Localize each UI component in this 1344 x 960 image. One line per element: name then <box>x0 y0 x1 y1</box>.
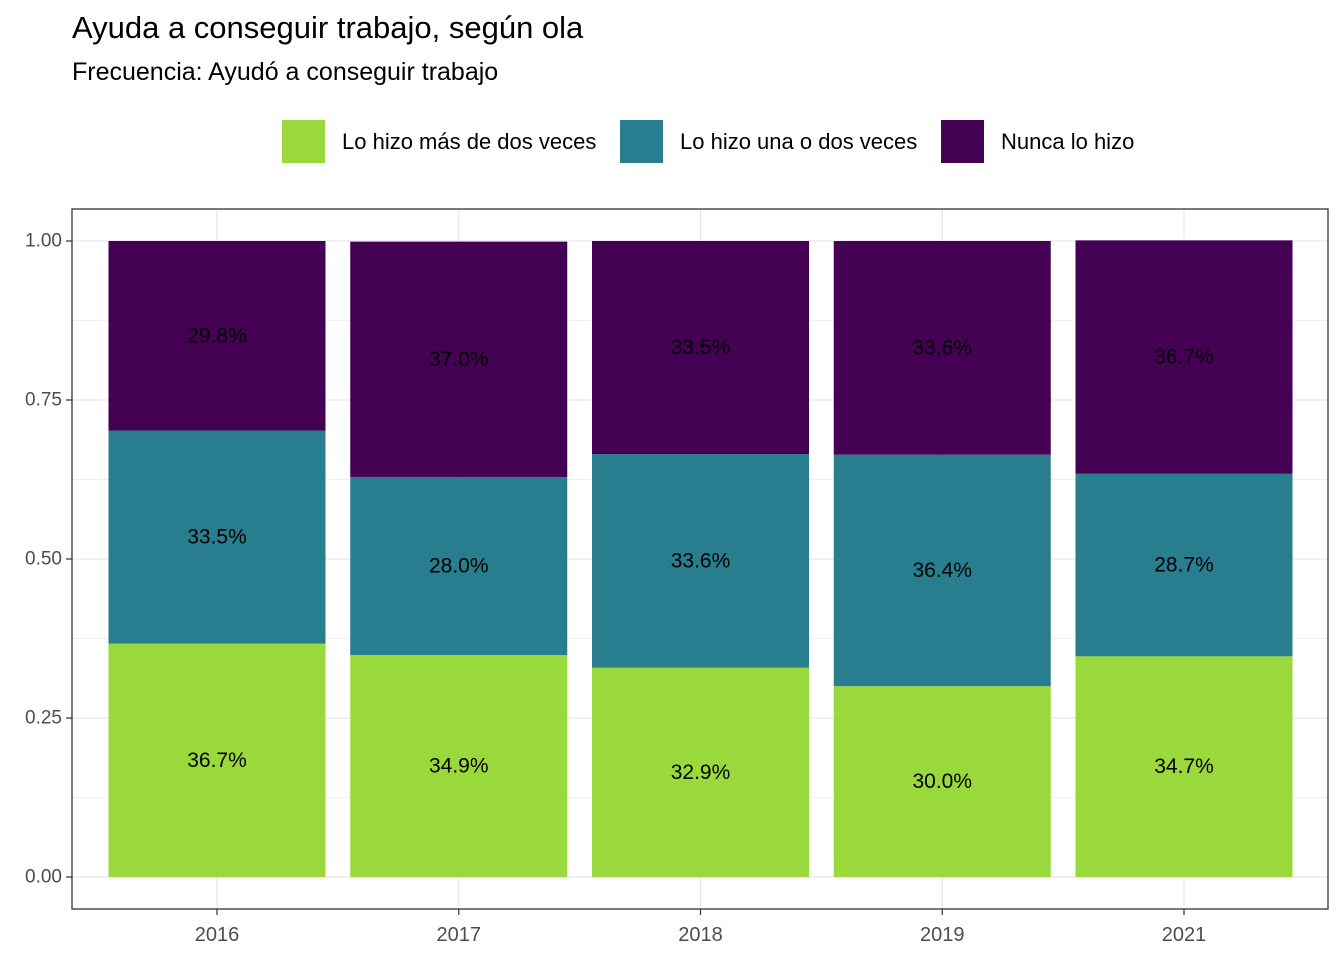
legend-label-mas-de-dos-veces: Lo hizo más de dos veces <box>342 129 597 154</box>
x-tick-label-2016: 2016 <box>195 924 240 946</box>
data-label-2021-series-1: 28.7% <box>1154 554 1214 577</box>
bar-2019-series-0 <box>833 686 1051 877</box>
bar-2017-series-1 <box>350 476 568 656</box>
bar-2019-series-1 <box>833 454 1051 687</box>
chart-subtitle: Frecuencia: Ayudó a conseguir trabajo <box>72 58 499 86</box>
bar-2017-series-2 <box>350 241 568 477</box>
chart-title: Ayuda a conseguir trabajo, según ola <box>72 10 584 45</box>
data-label-2018-series-2: 33.5% <box>671 336 731 359</box>
x-tick-label-2021: 2021 <box>1162 924 1207 946</box>
bar-2017-series-0 <box>350 655 568 877</box>
bar-2019-series-2 <box>833 241 1051 455</box>
bar-2016-series-2 <box>108 241 326 431</box>
legend-key-mas-de-dos-veces <box>282 120 325 163</box>
legend-label-una-o-dos-veces: Lo hizo una o dos veces <box>680 129 918 154</box>
y-tick-label: 0.00 <box>25 867 62 888</box>
bar-2021-series-0 <box>1075 656 1293 877</box>
data-label-2018-series-1: 33.6% <box>671 549 731 572</box>
data-label-2017-series-0: 34.9% <box>429 755 489 778</box>
y-tick-label: 1.00 <box>25 231 62 252</box>
x-tick-label-2018: 2018 <box>678 924 723 946</box>
legend: Lo hizo más de dos veces Lo hizo una o d… <box>0 120 1344 164</box>
data-label-2016-series-0: 36.7% <box>187 749 247 772</box>
data-label-2016-series-1: 33.5% <box>187 526 247 549</box>
y-tick-label: 0.75 <box>25 390 62 411</box>
data-label-2019-series-1: 36.4% <box>912 559 972 582</box>
data-label-2016-series-2: 29.8% <box>187 324 247 347</box>
bar-2021-series-2 <box>1075 240 1293 474</box>
bar-2016-series-0 <box>108 643 326 877</box>
legend-key-nunca <box>941 120 984 163</box>
data-label-2018-series-0: 32.9% <box>671 761 731 784</box>
data-label-2017-series-1: 28.0% <box>429 554 489 577</box>
legend-label-nunca: Nunca lo hizo <box>1001 129 1135 154</box>
y-tick-label: 0.50 <box>25 549 62 570</box>
bar-2018-series-0 <box>592 667 809 877</box>
x-tick-label-2019: 2019 <box>920 924 965 946</box>
bar-2016-series-1 <box>108 430 326 644</box>
bar-2018-series-1 <box>592 454 809 668</box>
bar-2021-series-1 <box>1075 473 1293 657</box>
bar-2018-series-2 <box>592 241 809 455</box>
data-label-2019-series-2: 33.6% <box>912 336 972 359</box>
data-label-2021-series-0: 34.7% <box>1154 755 1214 778</box>
x-tick-label-2017: 2017 <box>437 924 482 946</box>
y-tick-label: 0.25 <box>25 708 62 729</box>
data-label-2017-series-2: 37.0% <box>429 348 489 371</box>
legend-key-una-o-dos-veces <box>620 120 663 163</box>
data-label-2019-series-0: 30.0% <box>912 770 972 793</box>
data-label-2021-series-2: 36.7% <box>1154 346 1214 369</box>
